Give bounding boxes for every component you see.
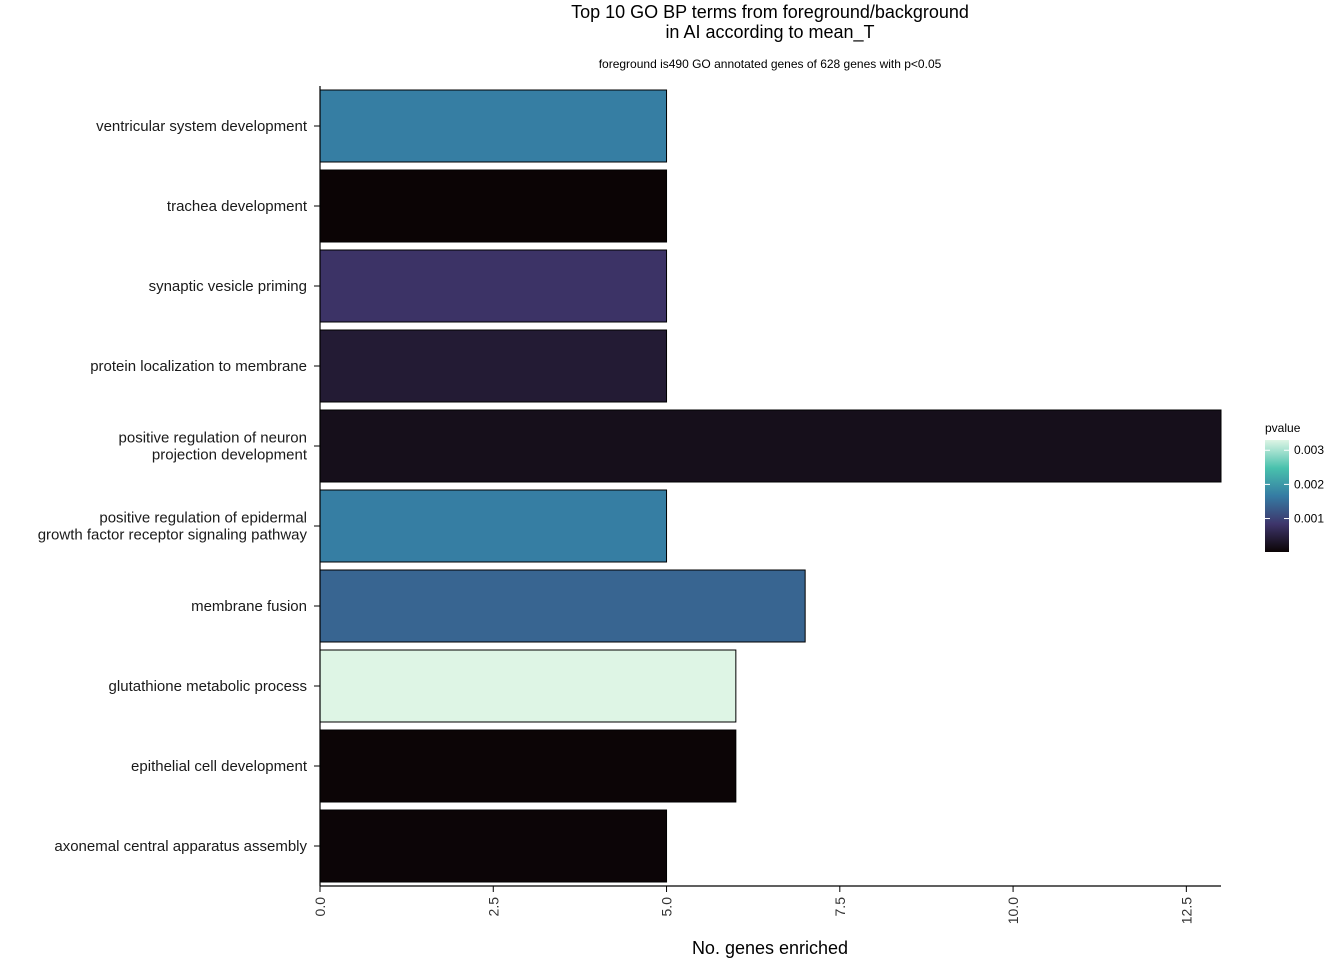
x-tick-label: 0.0	[312, 897, 328, 917]
chart-title-line: in AI according to mean_T	[665, 22, 874, 43]
legend-colorbar	[1265, 440, 1289, 552]
x-tick-label: 10.0	[1005, 897, 1021, 924]
bar	[319, 729, 737, 803]
x-axis-ticks: 0.0 2.5 5.0 7.5 10.0 12.5	[312, 886, 1194, 924]
bar	[319, 329, 668, 403]
chart-subtitle: foreground is490 GO annotated genes of 6…	[599, 57, 942, 71]
bar	[319, 649, 737, 723]
category-label: protein localization to membrane	[90, 358, 307, 375]
category-label: axonemal central apparatus assembly	[54, 838, 307, 855]
category-labels: ventricular system development trachea de…	[38, 118, 320, 855]
category-label-line: trachea development	[167, 198, 308, 215]
legend-title: pvalue	[1265, 421, 1301, 435]
bar	[319, 169, 668, 243]
bars-group	[319, 89, 1222, 883]
bar	[319, 569, 806, 643]
category-label: trachea development	[167, 198, 308, 215]
category-label-line: positive regulation of neuron	[119, 430, 307, 447]
bar	[319, 489, 668, 563]
pvalue-legend: pvalue 0.001 0.002 0.003	[1265, 421, 1324, 552]
category-label: glutathione metabolic process	[109, 678, 307, 695]
chart-title-line: Top 10 GO BP terms from foreground/backg…	[571, 2, 969, 22]
category-label: ventricular system development	[96, 118, 308, 135]
legend-ticks: 0.001 0.002 0.003	[1265, 443, 1324, 526]
category-label-line: ventricular system development	[96, 118, 308, 135]
x-tick-label: 5.0	[659, 897, 675, 917]
category-label-line: positive regulation of epidermal	[99, 510, 307, 527]
x-tick-label: 2.5	[485, 897, 501, 917]
bar	[319, 409, 1222, 483]
category-label-line: axonemal central apparatus assembly	[54, 838, 307, 855]
category-label-line: synaptic vesicle priming	[149, 278, 307, 295]
category-label: epithelial cell development	[131, 758, 308, 775]
legend-tick-label: 0.001	[1294, 512, 1324, 526]
x-tick-label: 7.5	[832, 897, 848, 917]
bar	[319, 249, 668, 323]
legend-tick-label: 0.003	[1294, 443, 1324, 457]
category-label-line: protein localization to membrane	[90, 358, 307, 375]
category-label: positive regulation of epidermal growth f…	[38, 510, 308, 544]
category-label: positive regulation of neuron projection …	[119, 430, 308, 464]
chart-title: Top 10 GO BP terms from foreground/backg…	[571, 2, 969, 43]
bar	[319, 89, 668, 163]
category-label-line: glutathione metabolic process	[109, 678, 307, 695]
category-label-line: projection development	[152, 447, 308, 464]
category-label: synaptic vesicle priming	[149, 278, 307, 295]
category-label-line: epithelial cell development	[131, 758, 308, 775]
category-label-line: membrane fusion	[191, 598, 307, 615]
x-axis-title: No. genes enriched	[692, 938, 848, 958]
category-label: membrane fusion	[191, 598, 307, 615]
legend-tick-label: 0.002	[1294, 477, 1324, 491]
category-label-line: growth factor receptor signaling pathway	[38, 527, 308, 544]
x-tick-label: 12.5	[1178, 897, 1194, 924]
bar	[319, 809, 668, 883]
